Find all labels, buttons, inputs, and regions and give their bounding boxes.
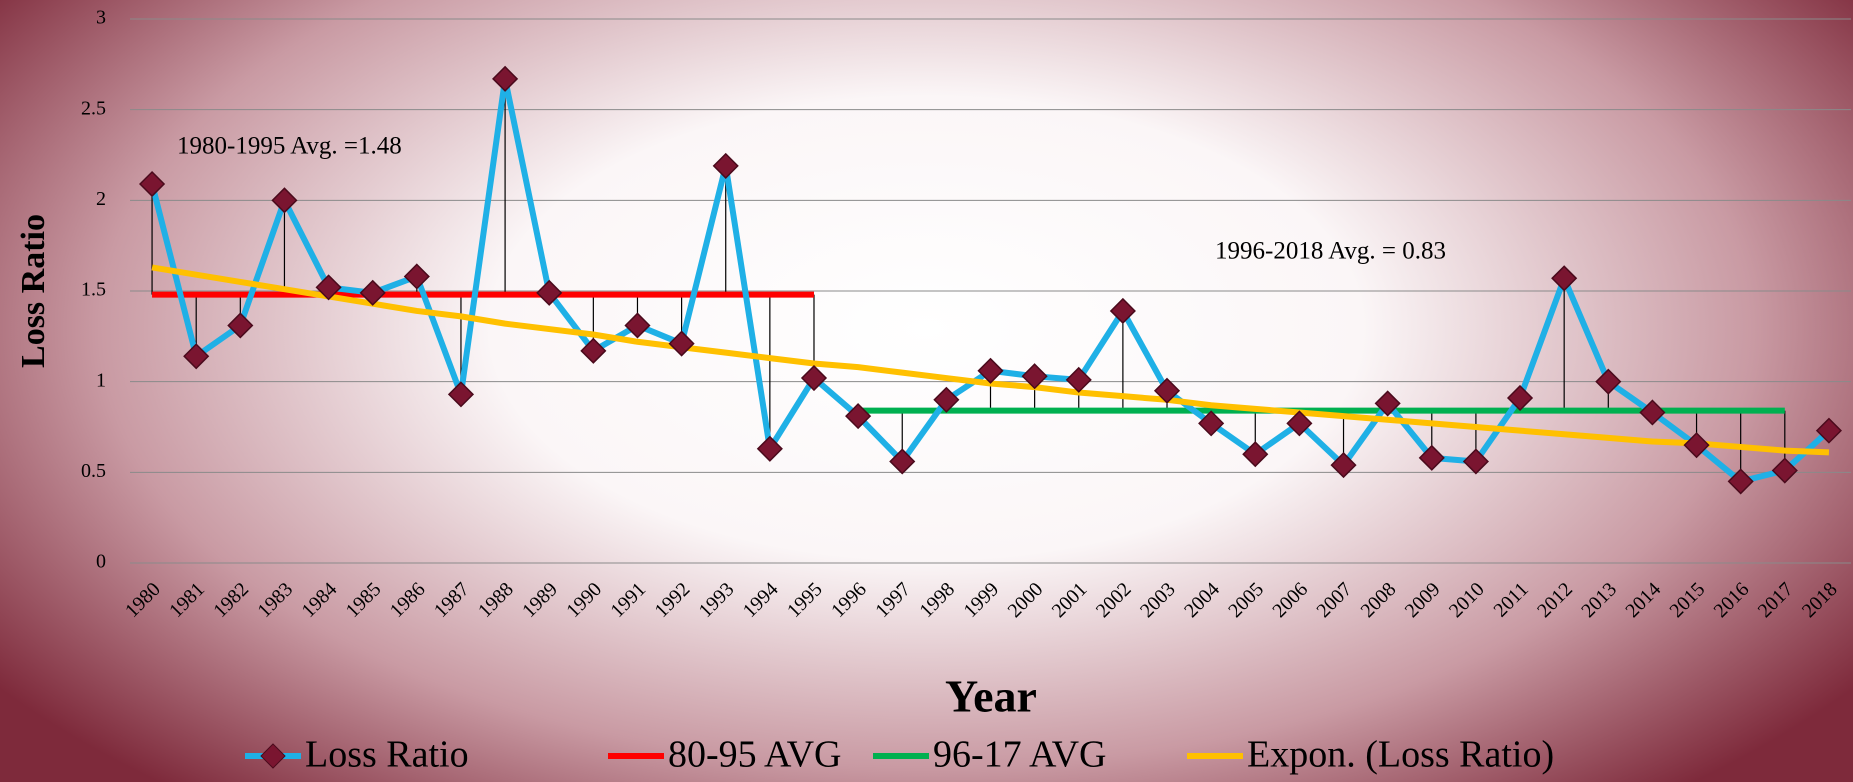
marker xyxy=(977,357,1004,384)
x-tick-label: 1982 xyxy=(209,578,253,622)
x-tick-label: 1989 xyxy=(518,578,562,622)
x-tick-label: 1993 xyxy=(695,578,739,622)
legend-label: 96-17 AVG xyxy=(933,734,1107,776)
marker xyxy=(933,386,960,413)
marker xyxy=(668,330,695,357)
marker xyxy=(1815,417,1843,444)
series-line xyxy=(149,75,1831,485)
x-tick-label: 1984 xyxy=(298,578,342,622)
x-tick-label: 2000 xyxy=(1004,578,1048,622)
legend-marker xyxy=(260,743,286,769)
marker xyxy=(1418,444,1445,471)
x-tick-label: 1997 xyxy=(871,578,915,622)
y-tick-label: 0 xyxy=(96,551,106,573)
x-tick-label: 2005 xyxy=(1224,578,1268,622)
x-tick-label: 1996 xyxy=(827,578,871,622)
annotation: 1980-1995 Avg. =1.48 xyxy=(177,133,402,160)
x-tick-label: 1994 xyxy=(739,578,783,622)
x-tick-label: 2015 xyxy=(1665,578,1709,622)
x-tick-label: 2010 xyxy=(1445,578,1489,622)
legend-label: 80-95 AVG xyxy=(668,734,842,776)
marker xyxy=(227,312,254,339)
x-tick-label: 2014 xyxy=(1621,578,1665,622)
marker xyxy=(845,403,872,430)
legend-label: Loss Ratio xyxy=(305,734,469,776)
x-tick-label: 2001 xyxy=(1048,578,1092,622)
x-tick-label: 1999 xyxy=(959,578,1003,622)
x-tick-label: 2009 xyxy=(1401,578,1445,622)
x-tick-label: 2018 xyxy=(1798,578,1842,622)
marker xyxy=(1065,366,1092,393)
marker xyxy=(1109,297,1136,325)
x-tick-label: 2008 xyxy=(1357,578,1401,622)
x-tick-label: 1988 xyxy=(474,578,518,622)
marker xyxy=(403,263,430,290)
y-axis-title: Loss Ratio xyxy=(15,214,52,368)
marker xyxy=(492,65,519,92)
y-tick-label: 0.5 xyxy=(81,460,106,482)
x-tick-label: 2013 xyxy=(1577,578,1621,622)
marker xyxy=(447,381,475,408)
x-tick-label: 1981 xyxy=(165,578,209,622)
x-tick-label: 1986 xyxy=(386,578,430,622)
marker xyxy=(1727,468,1754,495)
x-tick-label: 1995 xyxy=(783,578,827,622)
marker xyxy=(1595,368,1622,395)
marker xyxy=(1286,410,1313,437)
x-tick-label: 1985 xyxy=(342,578,386,622)
marker xyxy=(139,170,166,198)
x-tick-label: 1987 xyxy=(430,578,474,622)
marker xyxy=(1198,410,1225,437)
x-tick-label: 2006 xyxy=(1268,578,1312,622)
marker xyxy=(536,279,563,306)
marker xyxy=(1506,384,1534,412)
x-tick-label: 1983 xyxy=(253,578,297,622)
marker xyxy=(183,343,210,370)
x-tick-label: 1990 xyxy=(562,578,606,622)
marker xyxy=(889,448,916,475)
y-tick-label: 1.5 xyxy=(81,279,106,301)
x-tick-label: 1991 xyxy=(606,578,650,622)
x-tick-label: 2012 xyxy=(1533,578,1577,622)
marker xyxy=(756,435,783,462)
marker xyxy=(1330,452,1357,479)
x-tick-label: 2011 xyxy=(1490,578,1533,621)
legend-label: Expon. (Loss Ratio) xyxy=(1247,734,1554,776)
y-tick-label: 3 xyxy=(96,7,106,29)
marker xyxy=(1771,457,1798,484)
x-tick-label: 1998 xyxy=(915,578,959,622)
x-tick-label: 2002 xyxy=(1092,578,1136,622)
x-tick-label: 2003 xyxy=(1136,578,1180,622)
marker xyxy=(1462,448,1489,475)
marker xyxy=(712,152,739,179)
x-axis-title: Year xyxy=(945,671,1037,722)
marker xyxy=(1153,377,1181,404)
x-tick-label: 2004 xyxy=(1180,578,1224,622)
x-tick-label: 2016 xyxy=(1710,578,1754,622)
marker xyxy=(1551,265,1578,292)
marker xyxy=(271,187,298,214)
y-tick-label: 2 xyxy=(96,188,106,210)
marker xyxy=(359,279,386,306)
marker xyxy=(580,337,607,364)
marker xyxy=(1683,432,1710,459)
marker xyxy=(1374,390,1401,417)
x-tick-label: 1980 xyxy=(121,578,165,622)
y-tick-label: 1 xyxy=(96,369,106,391)
marker xyxy=(800,364,828,392)
marker xyxy=(624,312,651,339)
marker xyxy=(1021,363,1048,390)
marker xyxy=(1639,399,1666,426)
x-tick-label: 2017 xyxy=(1754,578,1798,622)
x-tick-label: 1992 xyxy=(651,578,695,622)
annotation: 1996-2018 Avg. = 0.83 xyxy=(1215,238,1446,265)
x-tick-label: 2007 xyxy=(1312,578,1356,622)
marker xyxy=(1242,441,1269,468)
y-tick-label: 2.5 xyxy=(81,97,106,119)
marker xyxy=(315,274,342,301)
